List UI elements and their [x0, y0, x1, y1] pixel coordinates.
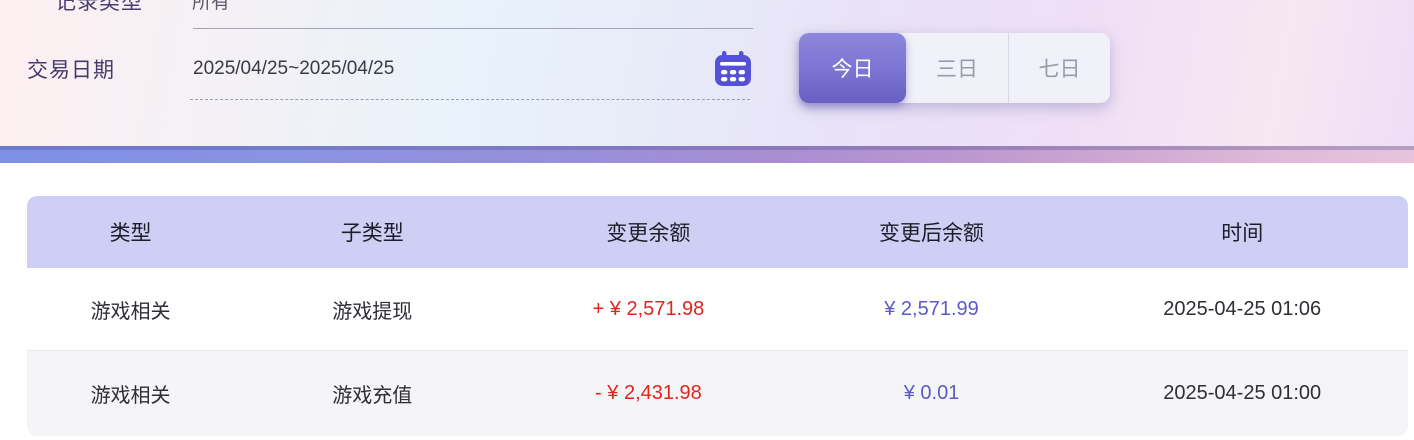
range-button-today[interactable]: 今日 [799, 33, 906, 103]
cell-subtype: 游戏提现 [332, 300, 413, 323]
cell-type: 游戏相关 [90, 300, 171, 323]
cell-subtype: 游戏充值 [332, 385, 413, 407]
column-header-balance-after: 变更后余额 [879, 222, 985, 245]
column-header-change-amount: 变更余额 [606, 222, 691, 245]
cell-change-amount: + ¥ 2,571.98 [592, 297, 705, 320]
table-row: 游戏相关 游戏充值 - ¥ 2,431.98 ¥ 0.01 2025-04-25… [27, 350, 1408, 436]
cell-time: 2025-04-25 01:06 [1163, 297, 1322, 320]
date-field-underline [190, 99, 750, 100]
range-button-seven-days[interactable]: 七日 [1008, 33, 1110, 103]
cell-change-amount: - ¥ 2,431.98 [595, 382, 702, 404]
gradient-divider [0, 146, 1414, 163]
cell-type: 游戏相关 [90, 385, 171, 407]
record-type-label: 记录类型 [55, 0, 143, 14]
table-header-row: 类型 子类型 变更余额 变更后余额 时间 [27, 196, 1408, 268]
cell-time: 2025-04-25 01:00 [1163, 382, 1322, 404]
cell-balance-after: ¥ 2,571.99 [884, 297, 979, 320]
transaction-date-label: 交易日期 [27, 59, 115, 82]
column-header-type: 类型 [109, 222, 152, 245]
record-type-underline [193, 28, 753, 29]
record-type-value[interactable]: 所有 [192, 0, 231, 13]
date-range-input[interactable]: 2025/04/25~2025/04/25 [193, 58, 395, 79]
cell-balance-after: ¥ 0.01 [903, 382, 960, 404]
column-header-time: 时间 [1221, 222, 1264, 245]
transactions-table: 类型 子类型 变更余额 变更后余额 时间 游戏相关 游戏提现 + ¥ 2,571… [27, 196, 1408, 436]
column-header-subtype: 子类型 [340, 222, 404, 245]
range-button-three-days[interactable]: 三日 [906, 33, 1008, 103]
table-row: 游戏相关 游戏提现 + ¥ 2,571.98 ¥ 2,571.99 2025-0… [27, 268, 1408, 350]
date-range-segmented-control: 今日 三日 七日 [799, 33, 1110, 103]
calendar-icon[interactable] [714, 51, 752, 87]
filter-panel: 记录类型 所有 交易日期 2025/04/25~2025/04/25 今日 三日… [0, 0, 1414, 146]
